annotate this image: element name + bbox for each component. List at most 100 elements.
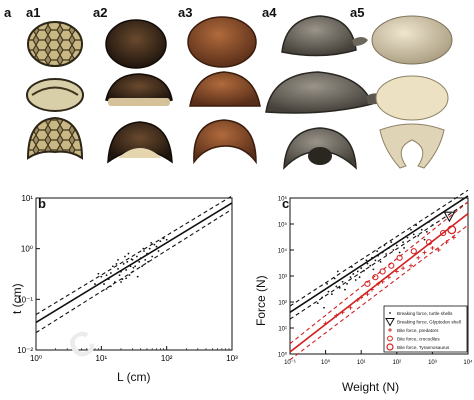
chart-c-ytick-label: 10³ xyxy=(278,275,287,281)
chart-b-point xyxy=(103,283,105,285)
chart-b-xtick-label: 10¹ xyxy=(96,354,108,363)
chart-c-point-turtle xyxy=(398,251,401,254)
chart-b-point xyxy=(130,258,133,261)
chart-c-point-turtle xyxy=(374,259,377,262)
chart-c-point-turtle xyxy=(351,266,353,268)
chart-c-point-predator xyxy=(340,310,345,315)
chart-c-legend-box xyxy=(383,305,468,353)
shell-a4-top xyxy=(281,15,357,57)
column-label-a3: a3 xyxy=(178,5,193,20)
chart-b-point xyxy=(115,263,118,265)
chart-c-fit-line xyxy=(289,189,469,307)
chart-b-point xyxy=(121,278,124,281)
chart-b-ytick-label: 10⁻² xyxy=(17,346,33,355)
chart-c-point-predator xyxy=(369,287,374,292)
chart-b-ytick-label: 10¹ xyxy=(21,194,33,203)
chart-c-point-turtle xyxy=(349,276,352,279)
chart-b-fit-line xyxy=(35,208,233,334)
chart-b-point xyxy=(144,259,147,261)
chart-b-fit-line xyxy=(35,195,233,316)
chart-c-point-turtle xyxy=(366,262,369,265)
chart-c-legend-marker xyxy=(388,328,392,332)
chart-b-point xyxy=(120,270,122,273)
chart-c-point-predator xyxy=(365,292,370,297)
chart-c-point-turtle xyxy=(385,253,387,255)
chart-b-point xyxy=(127,252,130,255)
chart-c-legend-label: Bite force, crocodiles xyxy=(397,337,440,342)
chart-c-point-turtle xyxy=(365,259,368,262)
chart-c-ytick-label: 10⁵ xyxy=(278,222,288,229)
chart-c-point-tyrannosaurus xyxy=(447,225,457,235)
chart-c-point-turtle xyxy=(338,286,341,289)
chart-b-point xyxy=(94,283,96,285)
chart-b-point xyxy=(109,285,112,288)
chart-c-legend-label: Breaking force, Glyptodon shell xyxy=(397,320,461,325)
shell-photos xyxy=(26,15,453,170)
chart-c-legend-label: Breaking force, turtle shells xyxy=(397,311,453,316)
chart-b-point xyxy=(129,265,132,268)
chart-c-point-predator xyxy=(408,263,413,268)
chart-c-fit-line xyxy=(289,201,469,345)
chart-b-point xyxy=(146,252,148,255)
chart-b-point xyxy=(113,281,116,283)
chart-b-point xyxy=(105,274,108,277)
chart-c-point-predator xyxy=(359,295,364,300)
chart-c-ytick-label: 10¹ xyxy=(278,327,287,333)
chart-b-point xyxy=(109,272,112,274)
shell-a4-side xyxy=(265,71,373,114)
chart-c-legend-label: Bite force, predators xyxy=(397,328,439,333)
chart-b-point xyxy=(157,250,160,252)
chart-c-point-turtle xyxy=(377,254,380,257)
chart-c-point-turtle xyxy=(358,276,361,279)
shell-a1-top xyxy=(27,21,83,67)
chart-c-xtick-label: 10¹ xyxy=(357,360,366,366)
chart-c-xtick-label: 10² xyxy=(392,360,401,366)
chart-c-point-glyptodon xyxy=(443,211,456,223)
chart-c-point-turtle xyxy=(420,228,423,231)
chart-c-legend-marker xyxy=(389,312,391,314)
chart-c-point-turtle xyxy=(335,285,338,288)
chart-c-point-turtle xyxy=(330,293,333,296)
chart-b-point xyxy=(139,257,142,260)
chart-b-point xyxy=(134,265,137,268)
chart-c-point-turtle xyxy=(431,224,434,227)
column-label-a5: a5 xyxy=(350,5,365,20)
chart-c-point-turtle xyxy=(383,244,386,247)
chart-b-xtick-label: 10² xyxy=(161,354,173,363)
column-label-a4: a4 xyxy=(262,5,277,20)
chart-b-point xyxy=(111,265,114,268)
shell-a3-top xyxy=(187,16,257,68)
shell-a2-top xyxy=(105,19,167,69)
chart-c-point-turtle xyxy=(425,230,428,233)
chart-c-point-predator xyxy=(416,255,421,260)
shell-a3-side xyxy=(189,71,261,107)
chart-b-point xyxy=(165,238,168,241)
chart-b-point xyxy=(155,245,158,248)
chart-b-xlabel: L (cm) xyxy=(117,370,151,384)
chart-c-point-turtle xyxy=(360,267,363,270)
chart-c-legend-marker xyxy=(386,343,394,351)
shell-a3-front xyxy=(193,119,257,165)
chart-c-point-turtle xyxy=(341,280,344,283)
chart-c-fit-line xyxy=(289,201,469,320)
chart-b-point xyxy=(151,255,154,258)
chart-c-point-turtle xyxy=(336,270,339,273)
chart-c-point-crocodile xyxy=(388,262,395,269)
chart-c-point-predator xyxy=(430,245,435,250)
chart-b-point xyxy=(148,247,151,250)
chart-c-point-turtle xyxy=(388,247,390,249)
chart-c-point-turtle xyxy=(415,224,418,227)
chart-b-point xyxy=(131,270,134,273)
chart-b-point xyxy=(138,260,141,263)
chart-c-fit-line xyxy=(289,213,469,353)
chart-c-point-turtle xyxy=(376,250,379,253)
chart-b-xtick-label: 10³ xyxy=(226,354,238,363)
chart-c-point-turtle xyxy=(379,260,382,263)
chart-c-point-turtle xyxy=(346,282,348,285)
chart-b-point xyxy=(107,278,110,281)
chart-c-legend-marker xyxy=(387,335,393,342)
chart-c-point-turtle xyxy=(412,233,415,236)
chart-c-point-predator xyxy=(355,297,360,302)
chart-b-point xyxy=(153,243,156,246)
chart-c-point-turtle xyxy=(406,236,409,239)
